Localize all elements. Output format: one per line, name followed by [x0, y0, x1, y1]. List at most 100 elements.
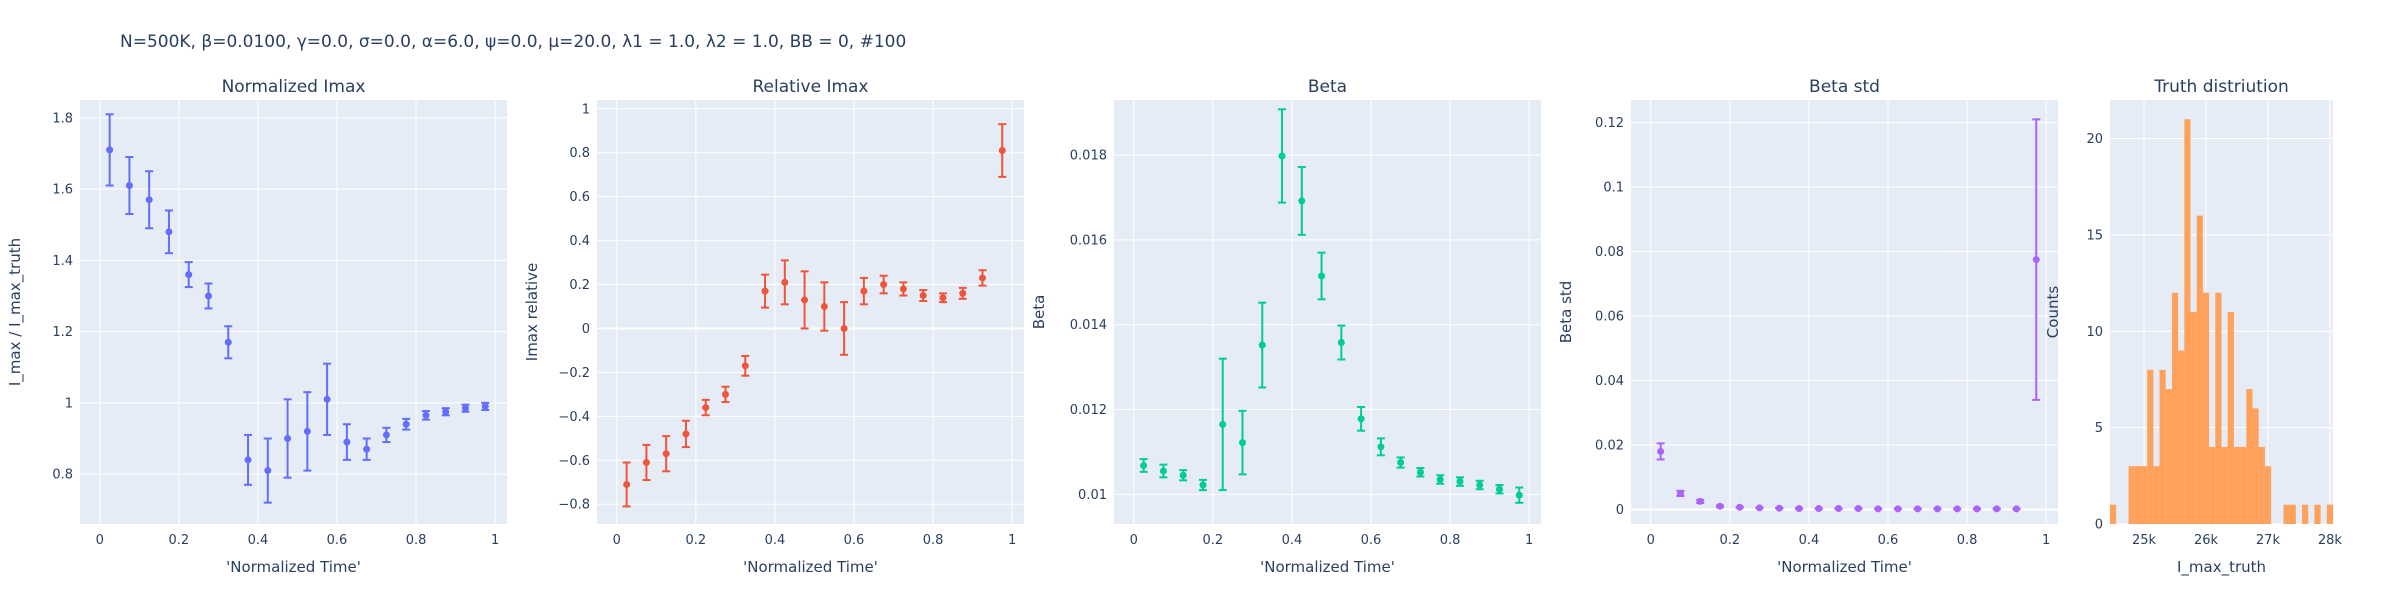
figure-title: N=500K, β=0.0100, γ=0.0, σ=0.0, α=6.0, ψ… — [120, 32, 907, 52]
x-tick-label: 0.2 — [1719, 533, 1740, 548]
data-point — [1953, 505, 1961, 513]
histogram-bar — [2227, 312, 2234, 524]
data-point — [642, 458, 650, 466]
data-point — [1755, 504, 1763, 512]
data-point — [382, 431, 390, 439]
data-point — [1318, 272, 1326, 280]
data-point — [1815, 505, 1823, 513]
histogram-bar — [2258, 446, 2265, 524]
subplot-title: Beta — [1308, 77, 1347, 97]
histogram-bar — [2264, 466, 2272, 524]
x-tick-label: 0.8 — [1440, 533, 1461, 548]
x-tick-label: 25k — [2132, 533, 2157, 548]
y-tick-label: 1.2 — [52, 325, 73, 340]
chart-panel-3: 0 0.2 0.4 0.6 0.8 1 0.01 0.012 0.014 0.016 0.018 Be… — [1030, 77, 1541, 576]
y-tick-label: 1 — [65, 396, 73, 411]
histogram-bar — [2202, 292, 2210, 524]
data-point — [860, 287, 868, 295]
y-tick-label: 0.6 — [569, 190, 590, 205]
chart-panel-1: 0 0.2 0.4 0.6 0.8 1 0.8 1 1.2 1.4 1.6 1.8 Normalized… — [6, 77, 507, 576]
histogram-bar — [2159, 369, 2166, 524]
chart-panel-5: 25k 26k 27k 28k 0 5 10 15 20 Truth distriution I_m… — [2044, 77, 2342, 577]
histogram-bar — [2302, 504, 2309, 524]
data-point — [959, 289, 967, 297]
histogram-bar — [2153, 466, 2160, 524]
data-point — [1476, 481, 1484, 489]
x-tick-label: 0 — [1130, 533, 1138, 548]
data-point — [461, 404, 469, 412]
plot-area — [1631, 100, 2058, 524]
data-point — [840, 324, 848, 332]
x-tick-label: 0 — [613, 533, 621, 548]
data-point — [721, 390, 729, 398]
x-axis-label: 'Normalized Time' — [1777, 558, 1912, 576]
data-point — [820, 303, 828, 311]
y-tick-label: 0.12 — [1595, 116, 1624, 131]
data-point — [899, 285, 907, 293]
data-point — [145, 196, 153, 204]
histogram-bar — [2190, 312, 2197, 524]
y-tick-label: 0.8 — [52, 468, 73, 483]
histogram-bar — [2240, 446, 2247, 524]
data-point — [264, 467, 272, 475]
data-point — [1278, 152, 1286, 160]
subplot-title: Beta std — [1809, 77, 1880, 97]
x-tick-label: 27k — [2256, 533, 2281, 548]
y-tick-label: 15 — [2086, 228, 2103, 243]
x-axis-label: 'Normalized Time' — [743, 558, 878, 576]
y-tick-label: 1 — [582, 102, 590, 117]
chart-panel-4: 0 0.2 0.4 0.6 0.8 1 0 0.02 0.04 0.06 0.08 0.1 0.12 Be… — [1557, 77, 2058, 576]
data-point — [978, 274, 986, 282]
chart-panel-2: 0 0.2 0.4 0.6 0.8 1 −0.8 −0.6 −0.4 −0.2 0 0.2 0.4 0.6… — [523, 77, 1024, 576]
data-point — [1993, 505, 2001, 513]
y-axis-label: Beta std — [1557, 281, 1575, 344]
data-point — [1894, 505, 1902, 513]
x-tick-label: 0.6 — [1878, 533, 1899, 548]
histogram-bar — [2134, 466, 2141, 524]
data-point — [1238, 439, 1246, 447]
y-axis-label: I_max / I_max_truth — [6, 238, 25, 386]
x-tick-label: 1 — [1008, 533, 1016, 548]
data-point — [1657, 447, 1665, 455]
data-point — [781, 278, 789, 286]
y-tick-label: 0.014 — [1070, 318, 1107, 333]
x-tick-label: 0 — [96, 533, 104, 548]
data-point — [1676, 489, 1684, 497]
y-tick-label: 0 — [1616, 503, 1624, 518]
x-axis-label: I_max_truth — [2177, 558, 2266, 577]
data-point — [1736, 503, 1744, 511]
histogram-bar — [2110, 504, 2117, 524]
x-tick-label: 0.6 — [327, 533, 348, 548]
data-point — [880, 281, 888, 289]
y-tick-label: 10 — [2086, 325, 2103, 340]
data-point — [1854, 505, 1862, 513]
x-tick-label: 28k — [2318, 533, 2343, 548]
data-point — [682, 430, 690, 438]
x-axis-label: 'Normalized Time' — [226, 558, 361, 576]
data-point — [1973, 505, 1981, 513]
data-point — [1377, 443, 1385, 451]
histogram-bar — [2215, 292, 2222, 524]
histogram-bar — [2233, 446, 2241, 524]
x-tick-label: 1 — [491, 533, 499, 548]
data-point — [1219, 420, 1227, 428]
data-point — [1397, 459, 1405, 467]
x-tick-label: 0.2 — [168, 533, 189, 548]
data-point — [204, 292, 212, 300]
y-tick-label: 1.8 — [52, 111, 73, 126]
x-tick-label: 0.8 — [406, 533, 427, 548]
histogram-bar — [2147, 369, 2154, 524]
y-tick-label: −0.6 — [558, 454, 590, 469]
data-point — [741, 362, 749, 370]
histogram-bar — [2184, 119, 2191, 524]
data-point — [1436, 475, 1444, 483]
y-tick-label: 0.016 — [1070, 233, 1107, 248]
y-axis-label: Counts — [2044, 286, 2062, 339]
data-point — [1696, 497, 1704, 505]
y-tick-label: 0.4 — [569, 234, 590, 249]
x-tick-label: 1 — [1525, 533, 1533, 548]
y-tick-label: −0.8 — [558, 498, 590, 513]
data-point — [442, 408, 450, 416]
data-point — [1716, 502, 1724, 510]
